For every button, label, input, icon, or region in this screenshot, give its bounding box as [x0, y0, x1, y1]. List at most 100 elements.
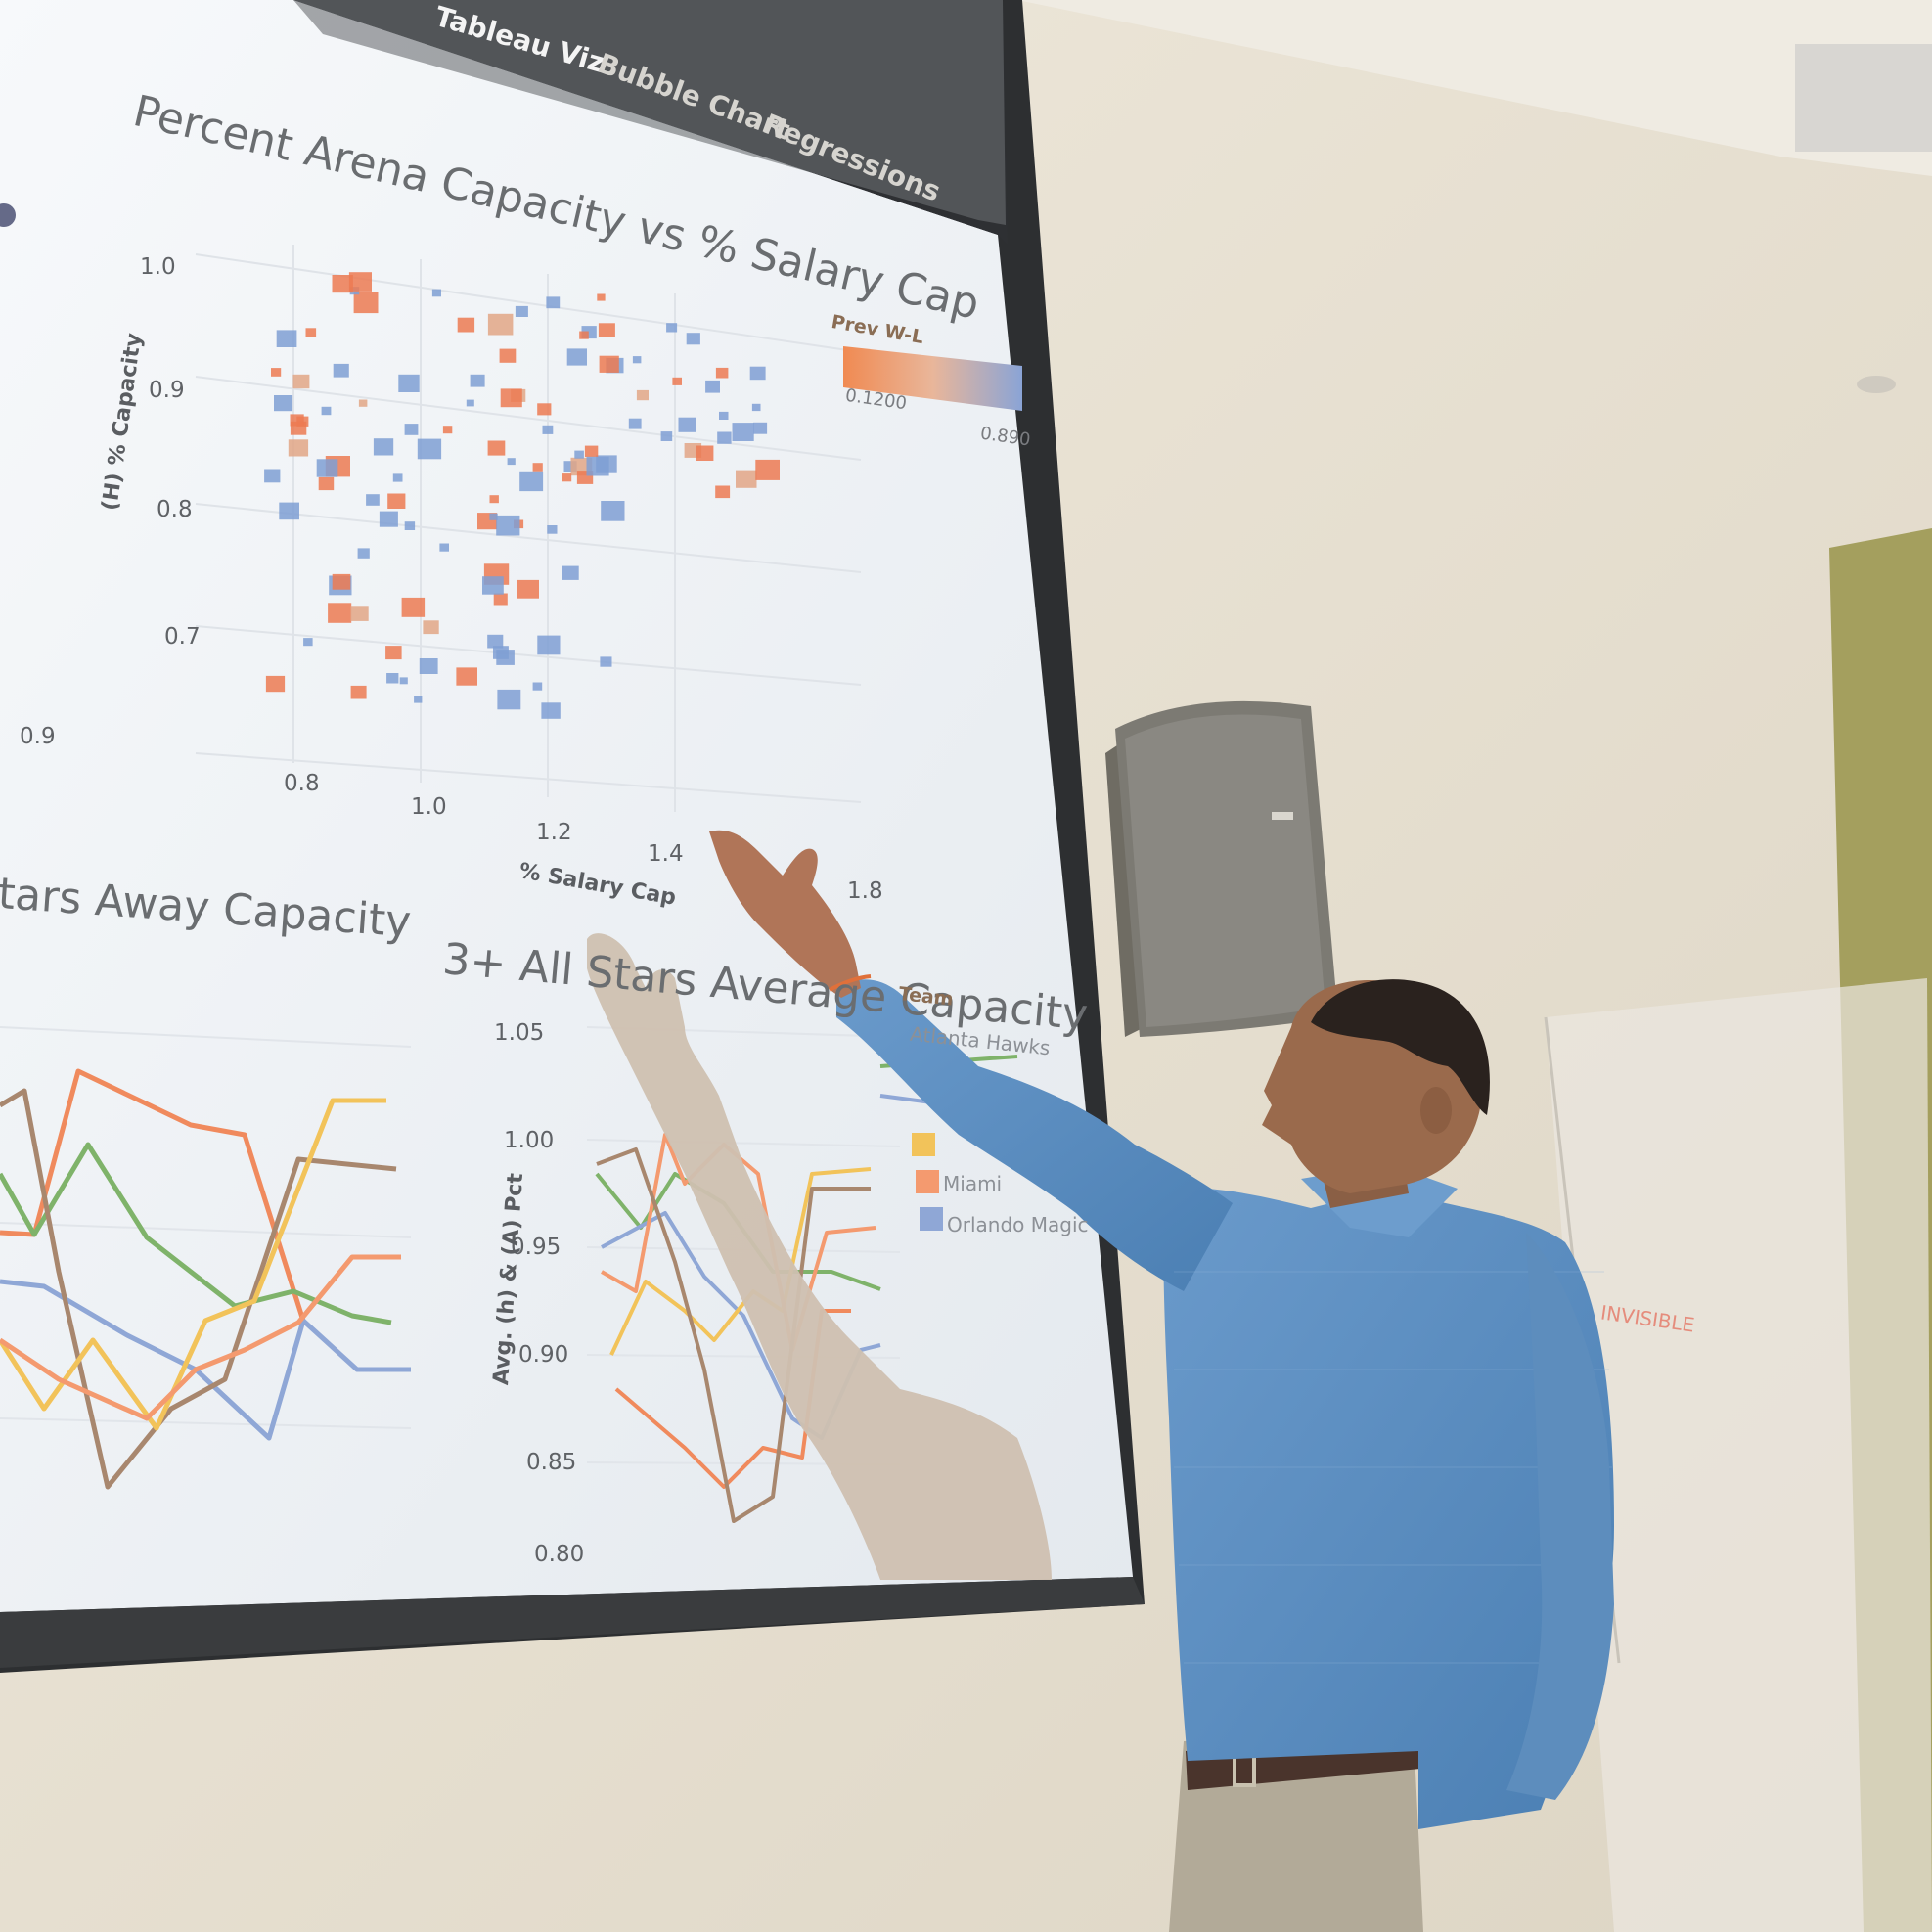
scatter-mark [399, 677, 408, 685]
scatter-mark [305, 328, 317, 337]
left-series-2 [0, 1142, 392, 1325]
tab-tableau-viz[interactable]: Tableau Viz [430, 0, 608, 79]
scatter-mark [419, 658, 438, 674]
right-ytick-2: 1.00 [504, 1128, 555, 1153]
legend-gradient [843, 346, 1022, 411]
presenter-hand [709, 830, 861, 998]
scatter-y-label: (H) % Capacity [98, 331, 148, 513]
scatter-mark [417, 438, 442, 460]
scatter-mark [579, 331, 589, 339]
scatter-mark [542, 425, 554, 434]
scatter-mark [318, 476, 335, 491]
scatter-ytick-3: 0.8 [157, 497, 193, 522]
scatter-mark [276, 330, 297, 347]
scatter-mark [457, 317, 475, 333]
scatter-mark [442, 426, 453, 434]
scatter-mark [392, 473, 403, 482]
scatter-mark [333, 363, 349, 378]
scatter-mark [751, 403, 761, 412]
scatter-mark [321, 406, 332, 416]
scatter-xtick-1: 0.8 [284, 771, 320, 796]
scatter-mark [566, 348, 587, 366]
scatter-mark [753, 422, 768, 434]
scatter-mark [547, 525, 558, 534]
scatter-mark [493, 646, 509, 659]
scatter-mark [487, 440, 506, 456]
scatter-mark [414, 696, 423, 703]
scatter-mark [496, 515, 520, 536]
scatter-mark [586, 456, 609, 476]
left-series-1 [0, 1068, 306, 1322]
partial-bubble [0, 203, 16, 227]
right-legend-swatch-2 [912, 1133, 935, 1156]
scatter-mark [487, 634, 504, 649]
scatter-mark [493, 593, 508, 606]
tab-regressions[interactable]: Regressions [758, 108, 946, 208]
scatter-mark [366, 494, 380, 506]
right-legend-swatch-3 [916, 1170, 939, 1193]
scatter-mark [288, 439, 309, 457]
right-ytick-5: 0.85 [526, 1450, 577, 1475]
screen-lip [0, 1577, 1145, 1668]
scatter-mark [598, 323, 615, 337]
scatter-mark [271, 368, 282, 377]
scatter-mark [563, 461, 577, 472]
scatter-mark [487, 313, 514, 336]
left-series-4 [0, 1088, 397, 1490]
scatter-mark [290, 414, 304, 427]
scatter-xtick-3: 1.2 [536, 820, 572, 845]
scatter-mark [686, 333, 700, 345]
scatter-mark [404, 424, 419, 435]
scatter-mark [696, 445, 714, 461]
presenter-hair [1311, 979, 1490, 1115]
side-tick: 0.9 [20, 724, 56, 749]
scatter-mark [517, 579, 539, 599]
scatter-mark [431, 289, 441, 297]
scatter-mark [532, 463, 543, 472]
scatter-title: Percent Arena Capacity vs % Salary Cap [128, 86, 984, 330]
left-series-3 [0, 1279, 411, 1441]
scatter-mark [736, 470, 757, 488]
scatter-mark [292, 374, 310, 389]
scatter-mark [628, 418, 642, 429]
scatter-mark [373, 438, 394, 456]
scatter-xtick-4: 1.4 [648, 841, 684, 867]
scatter-mark [401, 597, 426, 617]
scatter-legend-max: 0.890 [978, 423, 1032, 451]
scatter-ytick-1: 1.0 [140, 254, 176, 280]
scatter-mark [350, 606, 369, 621]
right-legend-item-4: Orlando Magic [947, 1213, 1089, 1236]
scatter-mark [499, 348, 517, 363]
scatter-mark [379, 511, 398, 527]
scatter-mark [507, 458, 516, 466]
scatter-mark [404, 521, 416, 530]
scatter-mark [562, 565, 579, 580]
scatter-mark [537, 403, 552, 416]
left-series-5 [0, 1098, 386, 1431]
right-series-3 [609, 1167, 872, 1356]
scatter-mark [632, 356, 642, 364]
scatter-mark [546, 296, 561, 309]
scatter-mark [489, 513, 498, 520]
slide-header-shade [293, 0, 1006, 225]
whiteboard-note: INVISIBLE [1598, 1300, 1696, 1337]
scatter-mark [732, 423, 754, 441]
scatter-mark [715, 367, 729, 379]
scatter-mark [303, 638, 313, 647]
scatter-mark [574, 450, 584, 459]
scatter-mark [398, 374, 420, 392]
scatter-mark [332, 275, 353, 293]
scatter-mark [332, 573, 351, 590]
scatter-mark [387, 493, 406, 509]
scatter-mark [636, 389, 649, 401]
scatter-mark [423, 620, 439, 635]
scatter-xtick-5: 1.8 [847, 878, 883, 904]
scatter-mark [749, 366, 766, 381]
scatter-mark [439, 543, 449, 552]
left-line-series [0, 1068, 411, 1490]
scatter-mark [470, 374, 485, 387]
scatter-ytick-2: 0.9 [149, 378, 185, 403]
presenter-shirt [1163, 1188, 1614, 1829]
scatter-mark [466, 399, 474, 407]
